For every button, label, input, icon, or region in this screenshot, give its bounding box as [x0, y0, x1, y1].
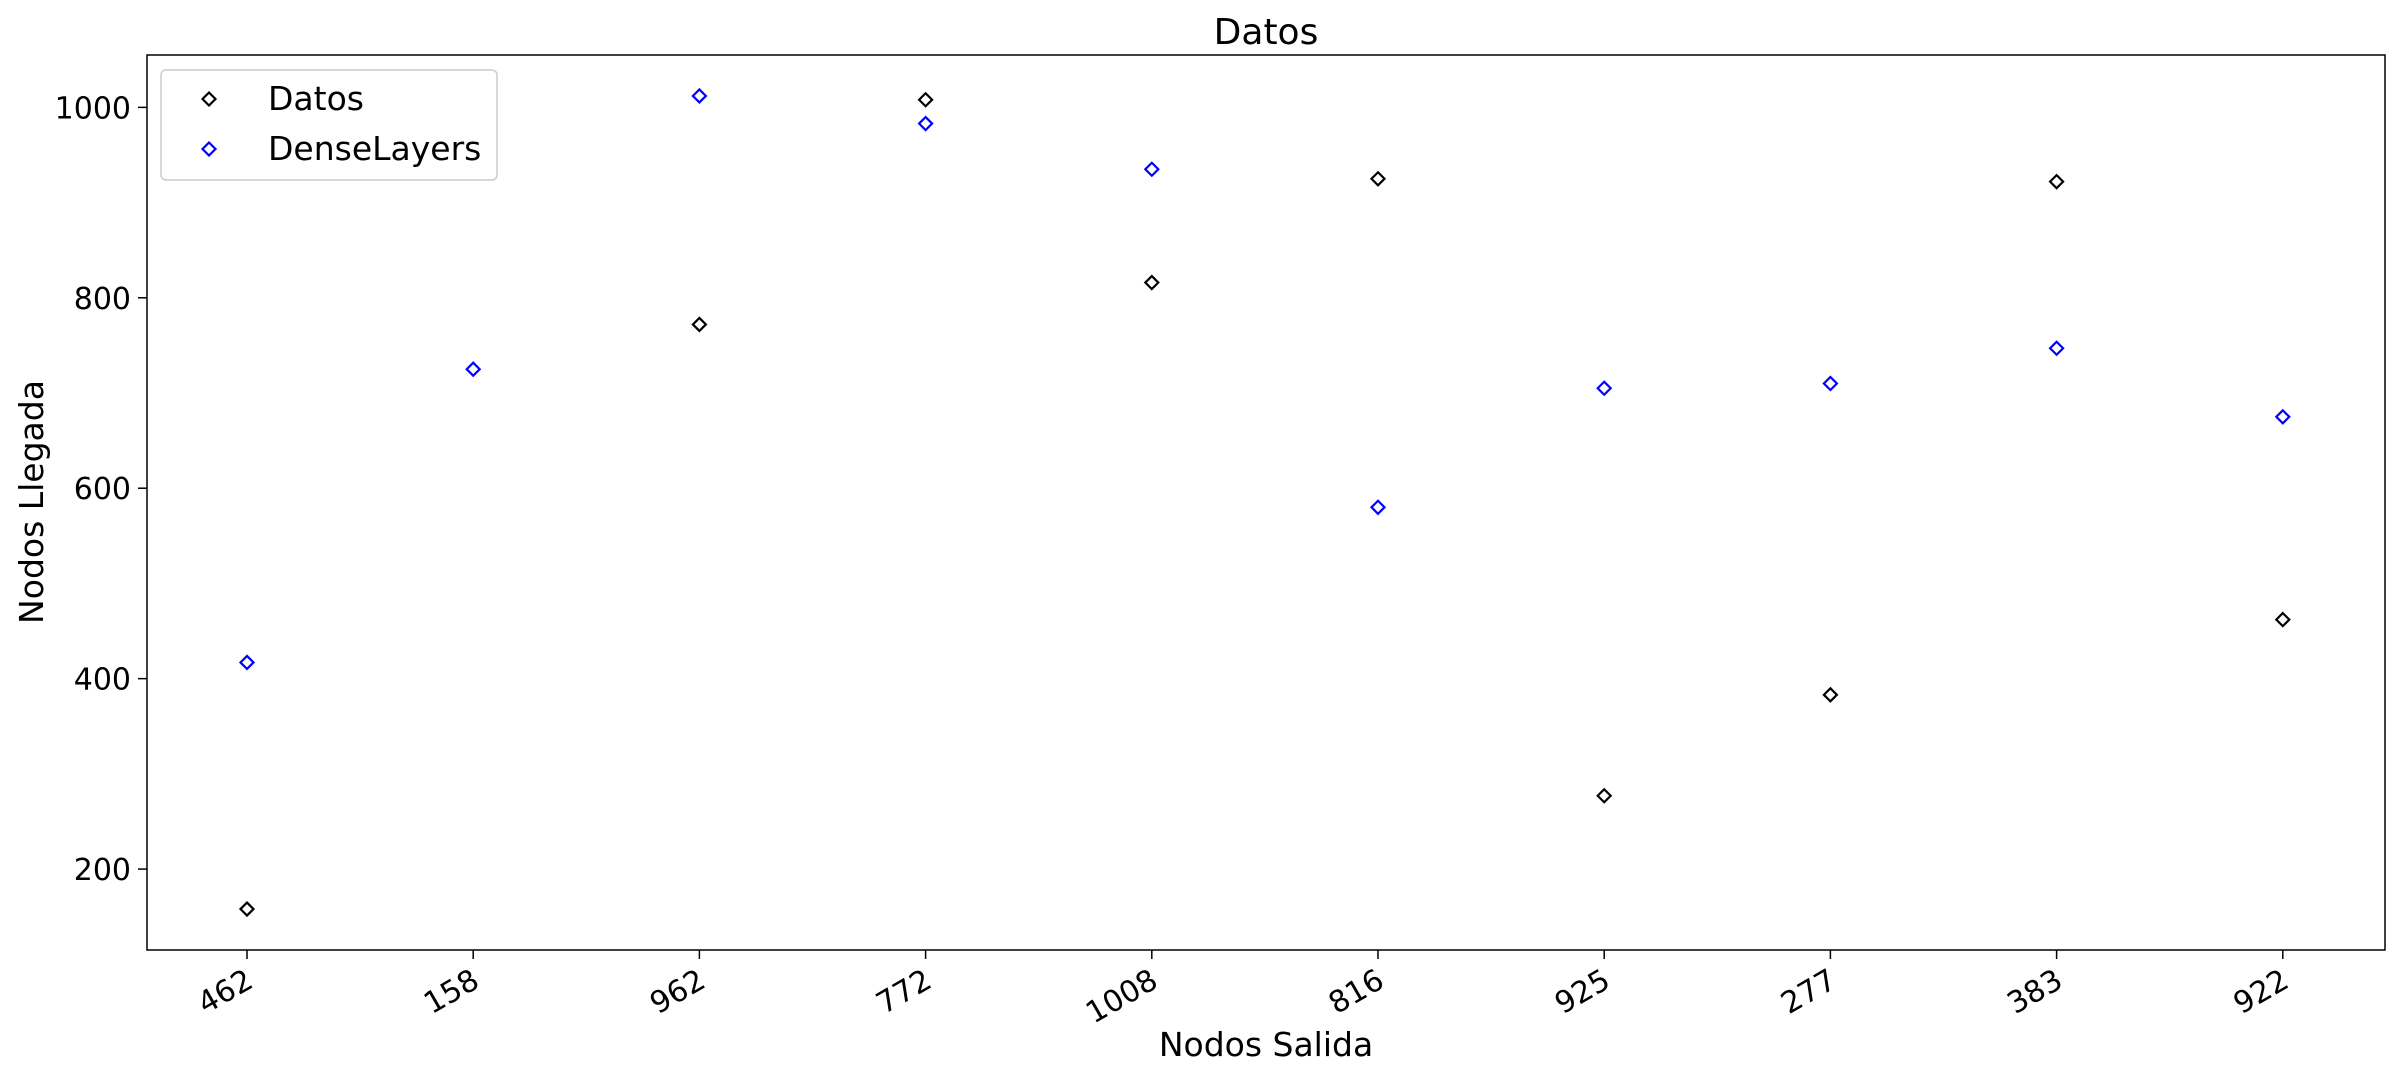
- x-tick-label: 962: [644, 963, 711, 1022]
- point-denselayers: [465, 361, 482, 378]
- point-denselayers: [1369, 499, 1387, 516]
- x-tick-label: 772: [871, 963, 938, 1022]
- legend-marker-denselayers: [200, 140, 218, 158]
- point-datos: [2048, 173, 2065, 190]
- legend-marker-datos: [200, 90, 218, 108]
- point-datos: [691, 316, 708, 333]
- x-tick-label: 383: [2002, 963, 2069, 1022]
- point-datos: [1369, 170, 1387, 187]
- y-axis: 200 400 600 800 1000: [55, 91, 147, 888]
- y-tick-label: 1000: [55, 91, 131, 126]
- legend-label: DenseLayers: [268, 129, 481, 168]
- point-denselayers: [691, 87, 708, 104]
- y-tick-label: 600: [74, 472, 131, 507]
- x-tick-label: 816: [1323, 963, 1390, 1022]
- chart-title: Datos: [1214, 12, 1319, 53]
- plot-area: [146, 54, 2386, 951]
- point-datos: [238, 901, 256, 918]
- point-denselayers: [2048, 340, 2065, 357]
- x-tick-label: 925: [1549, 963, 1616, 1022]
- point-denselayers: [2274, 408, 2291, 425]
- point-denselayers: [1143, 161, 1160, 178]
- point-datos: [917, 91, 934, 108]
- point-datos: [1143, 274, 1160, 291]
- x-tick-label: 922: [2228, 963, 2295, 1022]
- point-datos: [2274, 611, 2291, 628]
- x-tick-label: 277: [1775, 963, 1842, 1022]
- point-datos: [1596, 787, 1613, 804]
- point-denselayers: [917, 115, 934, 132]
- y-tick-label: 200: [74, 853, 131, 888]
- legend: Datos DenseLayers: [160, 69, 498, 181]
- legend-label: Datos: [268, 79, 364, 118]
- point-denselayers: [1596, 380, 1613, 397]
- point-denselayers: [1822, 375, 1839, 392]
- legend-box: [160, 69, 498, 181]
- x-tick-label: 1008: [1080, 963, 1164, 1031]
- y-tick-label: 800: [74, 282, 131, 317]
- data-points: [238, 87, 2291, 918]
- y-tick-label: 400: [74, 663, 131, 698]
- x-axis: 462 158 962 772 1008 816 925 277 383 922: [192, 950, 2295, 1031]
- x-axis-title: Nodos Salida: [1159, 1025, 1373, 1064]
- x-tick-label: 158: [418, 963, 485, 1022]
- y-axis-title: Nodos Llegada: [12, 380, 51, 624]
- point-datos: [1822, 686, 1839, 703]
- x-tick-label: 462: [192, 963, 259, 1022]
- point-denselayers: [238, 654, 256, 671]
